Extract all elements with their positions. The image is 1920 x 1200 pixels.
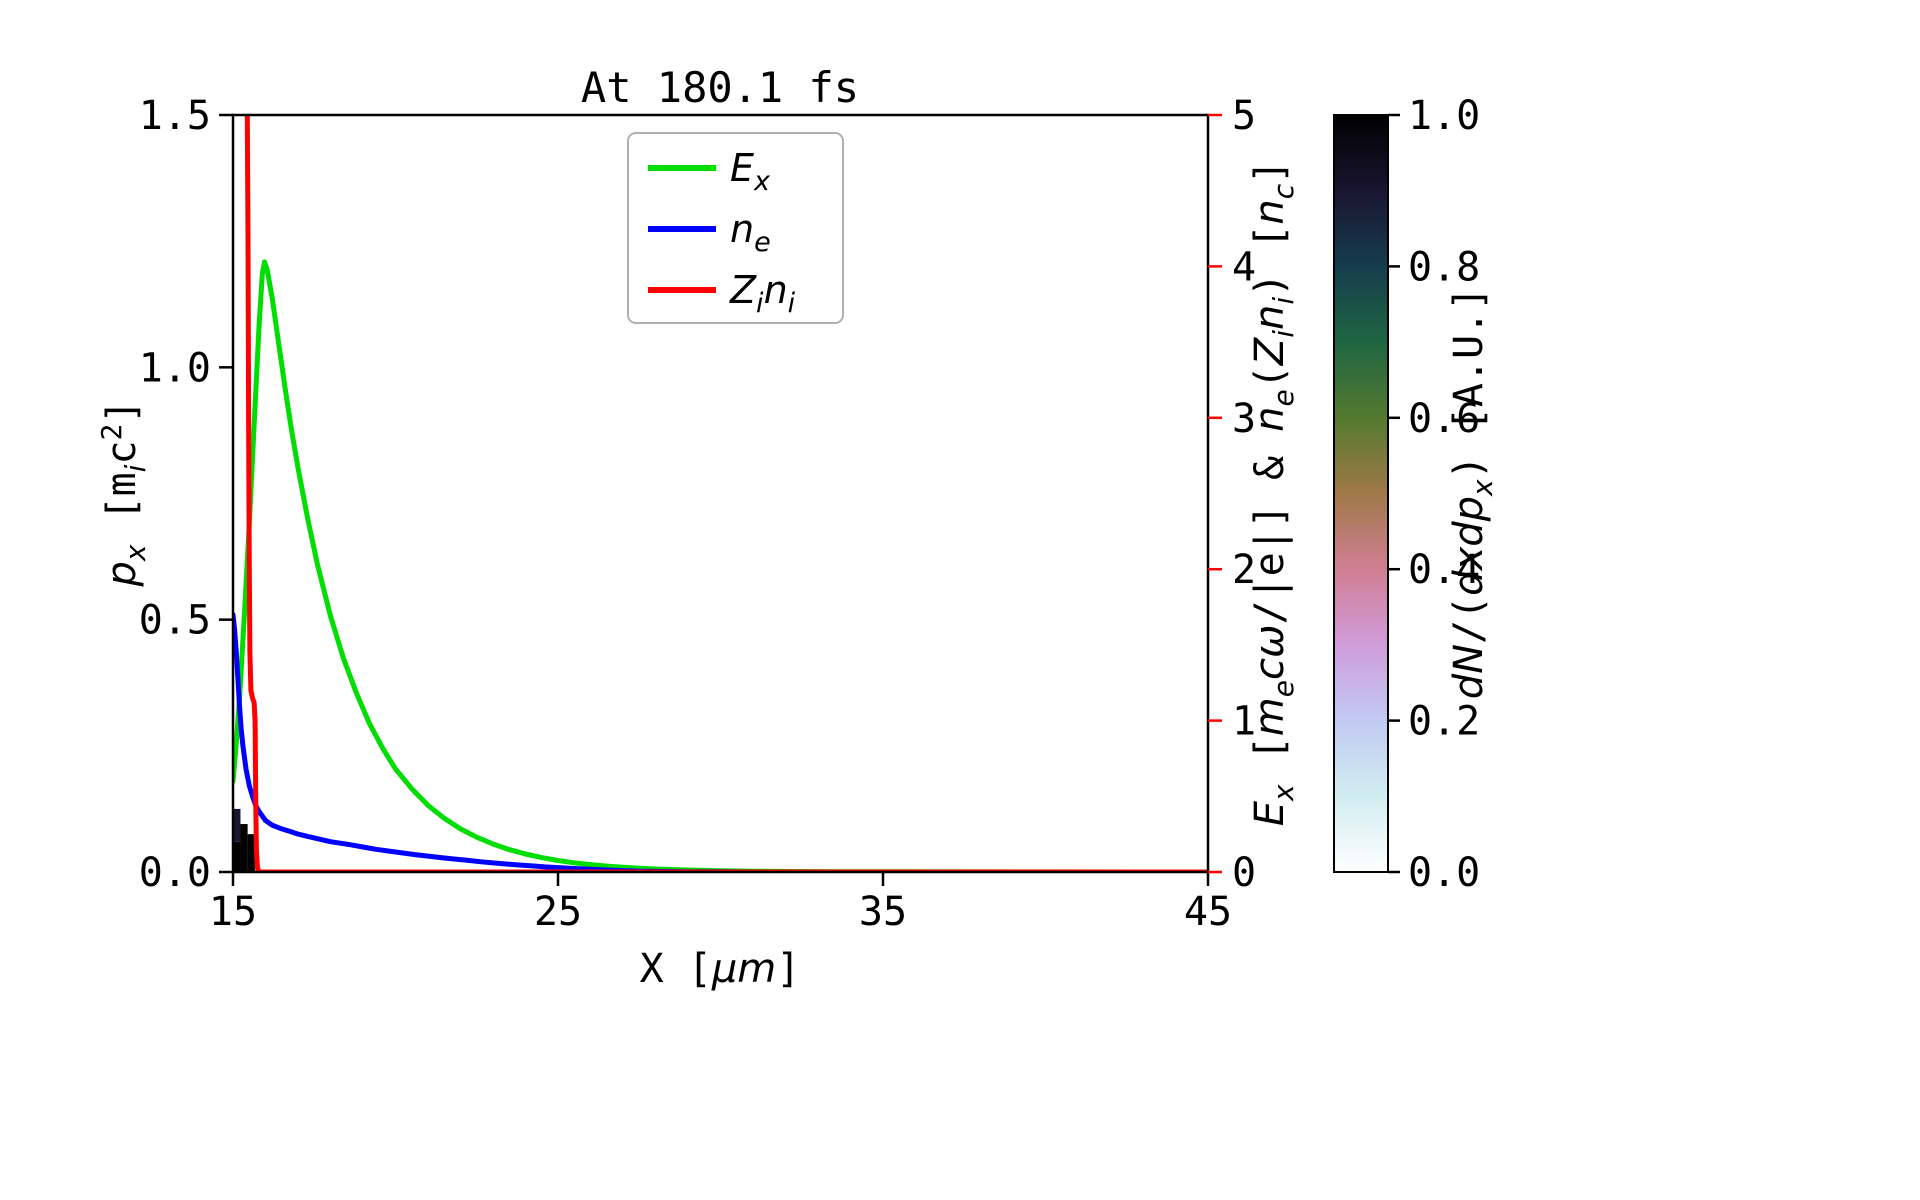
series-layer bbox=[233, 115, 1208, 872]
y-left-tick-label: 0.5 bbox=[139, 598, 211, 644]
y-right-tick-label: 0 bbox=[1232, 850, 1256, 896]
plot-border bbox=[231, 113, 1210, 874]
x-tick-label: 35 bbox=[859, 889, 907, 935]
y-right-tick-label: 4 bbox=[1232, 244, 1256, 290]
y-left-tick-label: 1.5 bbox=[139, 93, 211, 139]
series-line-Z_i n_i bbox=[244, 115, 1208, 872]
colorbar-tick-label: 0.8 bbox=[1408, 244, 1480, 290]
colorbar-tick-label: 1.0 bbox=[1408, 93, 1480, 139]
legend-label-n_e: ne bbox=[730, 207, 771, 258]
colorbar-gradient bbox=[1333, 114, 1389, 873]
histogram-cell bbox=[233, 841, 241, 872]
histogram-cell bbox=[247, 834, 256, 872]
x-tick-label: 25 bbox=[534, 889, 582, 935]
legend-box bbox=[627, 132, 844, 324]
y-left-tick-label: 1.0 bbox=[139, 345, 211, 391]
colorbar-tick-label: 0.0 bbox=[1408, 850, 1480, 896]
colorbar-tick-label: 0.4 bbox=[1408, 547, 1480, 593]
x-axis-label: X [μm] bbox=[640, 946, 801, 992]
legend-label-Z_i n_i: Zini bbox=[729, 268, 796, 319]
y-right-tick-label: 3 bbox=[1232, 396, 1256, 442]
colorbar: 1.0 0.8 0.6 0.4 0.2 0.0 bbox=[1333, 93, 1480, 896]
legend: Ex ne Zini bbox=[627, 132, 844, 324]
colorbar-label: dN/(dxdpx) [A.U.] bbox=[1446, 287, 1499, 700]
y-right-tick-label: 5 bbox=[1232, 93, 1256, 139]
x-tick-label: 45 bbox=[1184, 889, 1232, 935]
y-left-axis-label: px [mic2] bbox=[95, 399, 152, 587]
x-tick-label: 15 bbox=[209, 889, 257, 935]
legend-label-E_x: Ex bbox=[730, 146, 771, 197]
series-line-E_x bbox=[233, 259, 1208, 872]
histogram-cell bbox=[233, 808, 241, 842]
y-left-tick-label: 0.0 bbox=[139, 850, 211, 896]
colorbar-tick-label: 0.2 bbox=[1408, 699, 1480, 745]
y-right-tick-label: 2 bbox=[1232, 547, 1256, 593]
y-right-tick-label: 1 bbox=[1232, 699, 1256, 745]
phase-space-histogram bbox=[233, 808, 256, 872]
colorbar-tick-label: 0.6 bbox=[1408, 396, 1480, 442]
chart-title: At 180.1 fs bbox=[581, 63, 859, 112]
series-line-n_e bbox=[233, 612, 1208, 872]
y-right-axis-label: Ex [mecω/|e|] & ne(Zini) [nc] bbox=[1247, 160, 1300, 827]
histogram-cell bbox=[240, 824, 248, 872]
